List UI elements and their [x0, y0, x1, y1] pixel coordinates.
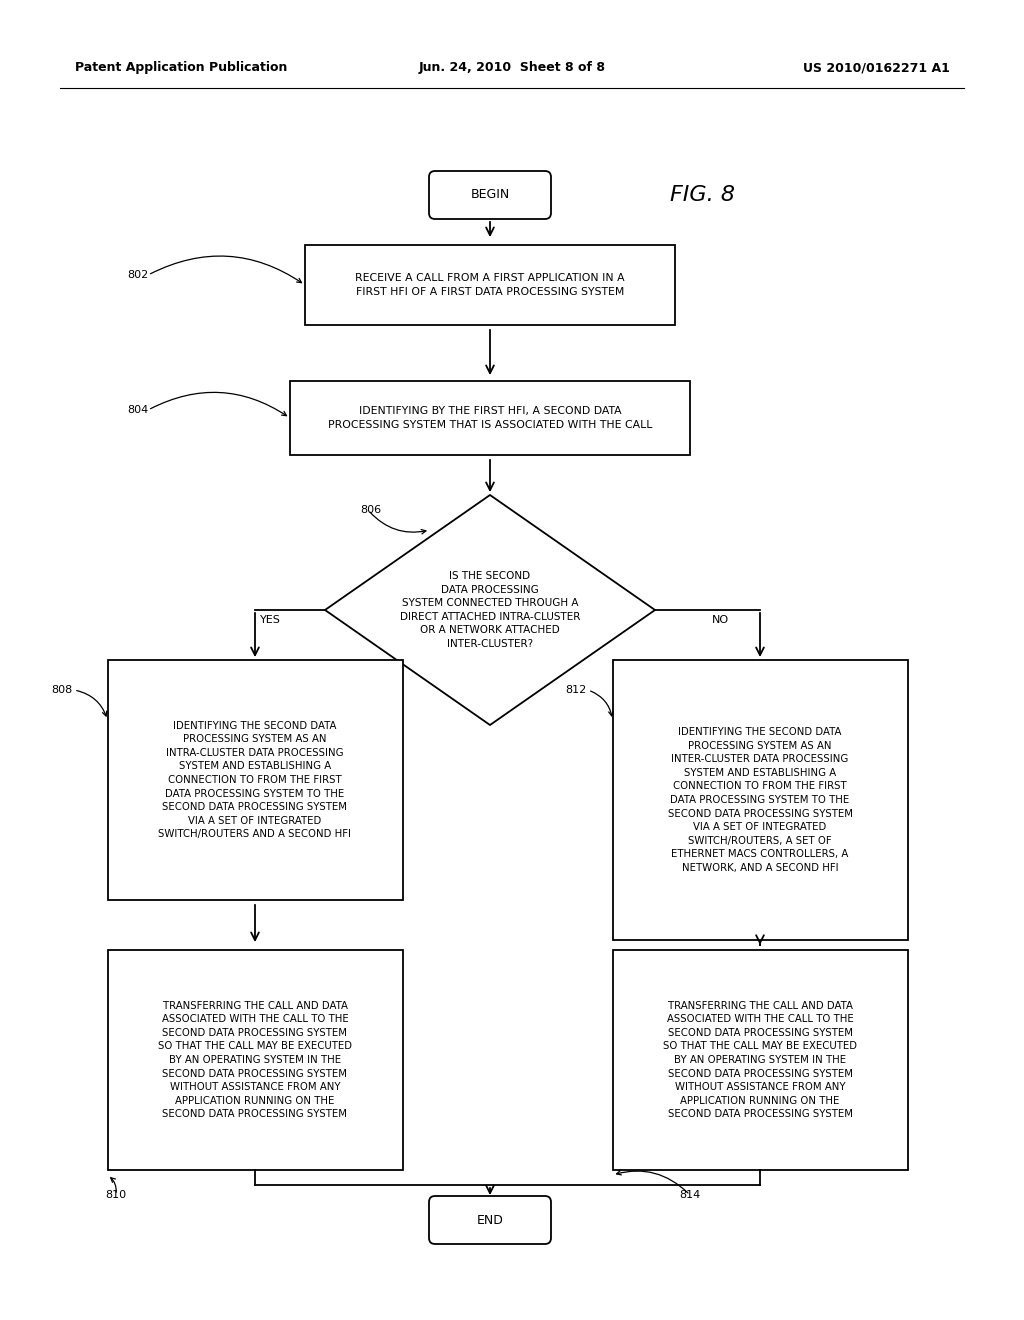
Text: 808: 808 [51, 685, 72, 696]
Bar [612, 660, 907, 940]
Bar [290, 381, 690, 455]
Text: FIG. 8: FIG. 8 [670, 185, 735, 205]
Bar [612, 950, 907, 1170]
Text: Patent Application Publication: Patent Application Publication [75, 62, 288, 74]
FancyBboxPatch shape [429, 172, 551, 219]
Text: 812: 812 [565, 685, 586, 696]
Text: RECEIVE A CALL FROM A FIRST APPLICATION IN A
FIRST HFI OF A FIRST DATA PROCESSIN: RECEIVE A CALL FROM A FIRST APPLICATION … [355, 273, 625, 297]
Text: IDENTIFYING BY THE FIRST HFI, A SECOND DATA
PROCESSING SYSTEM THAT IS ASSOCIATED: IDENTIFYING BY THE FIRST HFI, A SECOND D… [328, 407, 652, 430]
Text: YES: YES [259, 615, 281, 624]
Text: 814: 814 [679, 1191, 700, 1200]
Bar [108, 660, 402, 900]
Text: IS THE SECOND
DATA PROCESSING
SYSTEM CONNECTED THROUGH A
DIRECT ATTACHED INTRA-C: IS THE SECOND DATA PROCESSING SYSTEM CON… [399, 572, 581, 649]
Text: 804: 804 [127, 405, 148, 414]
Text: END: END [476, 1213, 504, 1226]
Text: TRANSFERRING THE CALL AND DATA
ASSOCIATED WITH THE CALL TO THE
SECOND DATA PROCE: TRANSFERRING THE CALL AND DATA ASSOCIATE… [158, 1001, 352, 1119]
Bar [108, 950, 402, 1170]
Text: 802: 802 [127, 271, 148, 280]
Text: NO: NO [712, 615, 728, 624]
Text: US 2010/0162271 A1: US 2010/0162271 A1 [803, 62, 950, 74]
Text: 806: 806 [360, 506, 381, 515]
FancyBboxPatch shape [429, 1196, 551, 1243]
Text: 810: 810 [105, 1191, 127, 1200]
Text: Jun. 24, 2010  Sheet 8 of 8: Jun. 24, 2010 Sheet 8 of 8 [419, 62, 605, 74]
Text: IDENTIFYING THE SECOND DATA
PROCESSING SYSTEM AS AN
INTRA-CLUSTER DATA PROCESSIN: IDENTIFYING THE SECOND DATA PROCESSING S… [159, 721, 351, 840]
Text: BEGIN: BEGIN [470, 189, 510, 202]
Text: IDENTIFYING THE SECOND DATA
PROCESSING SYSTEM AS AN
INTER-CLUSTER DATA PROCESSIN: IDENTIFYING THE SECOND DATA PROCESSING S… [668, 727, 853, 873]
Polygon shape [325, 495, 655, 725]
Bar [305, 246, 675, 325]
Text: TRANSFERRING THE CALL AND DATA
ASSOCIATED WITH THE CALL TO THE
SECOND DATA PROCE: TRANSFERRING THE CALL AND DATA ASSOCIATE… [663, 1001, 857, 1119]
